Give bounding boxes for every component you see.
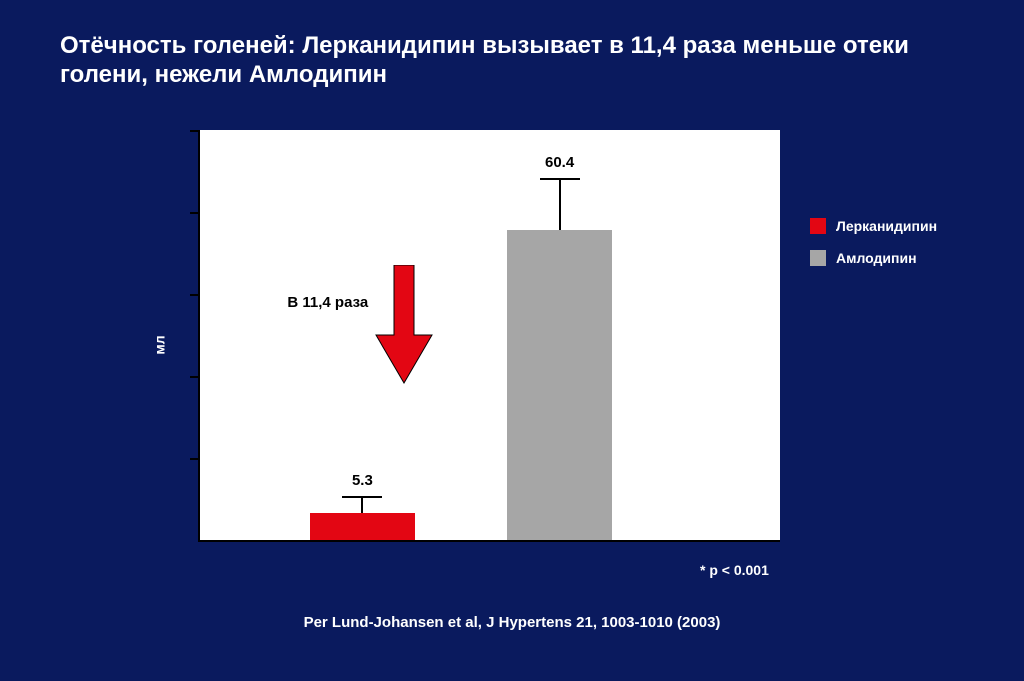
legend-label: Амлодипин	[836, 250, 917, 266]
legend-swatch	[810, 218, 826, 234]
x-axis	[198, 540, 780, 542]
legend-swatch	[810, 250, 826, 266]
y-tick	[190, 294, 200, 296]
legend-item-amlodipine: Амлодипин	[810, 250, 937, 266]
y-axis	[198, 130, 200, 540]
y-axis-label: мл	[152, 335, 168, 354]
citation: Per Lund-Johansen et al, J Hypertens 21,…	[0, 614, 1024, 631]
bar-lercanidipine: 5.3	[310, 513, 414, 540]
legend-item-lercanidipine: Лерканидипин	[810, 218, 937, 234]
legend: Лерканидипин Амлодипин	[810, 218, 937, 282]
y-tick	[190, 458, 200, 460]
error-cap	[540, 178, 580, 180]
y-tick	[190, 130, 200, 132]
bar-value-label: 60.4	[545, 154, 574, 171]
bar-amlodipine: 60.4	[507, 230, 611, 540]
p-value-note: * p < 0.001	[700, 562, 769, 578]
slide-title: Отёчность голеней: Лерканидипин вызывает…	[60, 32, 964, 90]
error-cap	[342, 496, 382, 498]
error-bar	[361, 497, 363, 512]
legend-label: Лерканидипин	[836, 218, 937, 234]
error-bar	[559, 179, 561, 230]
plot-area	[200, 130, 780, 540]
chart: мл 5.360.4 В 11,4 раза	[160, 130, 780, 560]
bar-value-label: 5.3	[352, 472, 373, 489]
y-tick	[190, 376, 200, 378]
ratio-annotation: В 11,4 раза	[287, 294, 368, 311]
down-arrow-icon	[374, 265, 434, 385]
y-tick	[190, 212, 200, 214]
bar-rect	[507, 230, 611, 540]
bar-rect	[310, 513, 414, 540]
